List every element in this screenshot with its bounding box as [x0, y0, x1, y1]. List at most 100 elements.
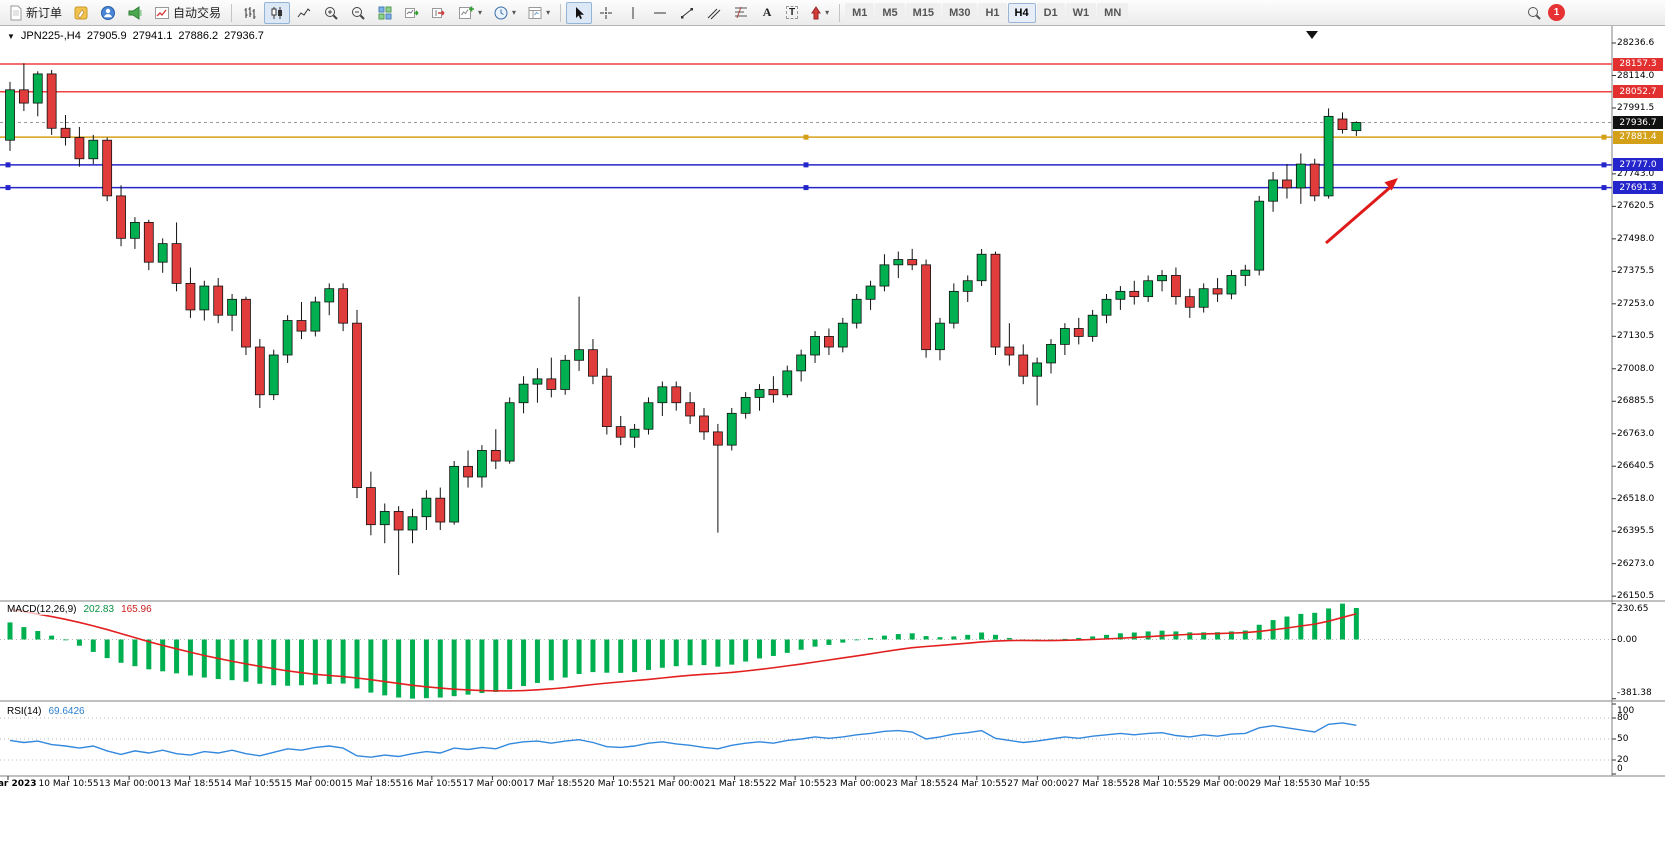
- chart-shift-icon: [432, 7, 445, 18]
- one-click-trading-expander-icon[interactable]: ▼: [7, 31, 15, 41]
- toolbar: 新订单 自动交易: [0, 0, 1665, 26]
- chart-shift-marker[interactable]: [1306, 31, 1318, 39]
- macd-signal-value: 165.96: [121, 604, 152, 615]
- chart-title: ▼ JPN225-,H4 27905.9 27941.1 27886.2 279…: [7, 30, 264, 42]
- macd-histogram: [7, 603, 1359, 699]
- symbol-period-label: JPN225-,H4: [20, 30, 81, 42]
- chevron-down-icon: ▾: [512, 7, 517, 17]
- chart-canvas[interactable]: [0, 26, 1665, 845]
- candlestick-chart-button[interactable]: [264, 1, 291, 24]
- cursor-button[interactable]: [566, 1, 593, 24]
- text-icon: A: [762, 5, 772, 19]
- text-label-button[interactable]: T: [780, 2, 804, 24]
- cursor-icon: [576, 6, 585, 19]
- toolbar-separator: [231, 3, 233, 22]
- line-chart-icon: [297, 7, 311, 17]
- fibonacci-icon: [735, 6, 748, 18]
- tile-windows-button[interactable]: [372, 2, 398, 24]
- horizontal-level-lines[interactable]: [0, 63, 1612, 191]
- zoom-in-icon: [325, 6, 338, 20]
- arrow-shape-icon: [811, 5, 822, 19]
- chevron-down-icon: ▾: [478, 7, 483, 17]
- macd-name: MACD(12,26,9): [7, 604, 77, 615]
- candlestick-chart-icon: [271, 6, 283, 19]
- channel-button[interactable]: [701, 2, 727, 24]
- trendline-icon: [681, 7, 694, 18]
- search-button[interactable]: [1521, 2, 1547, 24]
- timeframe-button-M15[interactable]: M15: [905, 2, 942, 23]
- timeframe-button-MN[interactable]: MN: [1097, 2, 1129, 23]
- timeframe-button-H4[interactable]: H4: [1007, 2, 1036, 23]
- ohlc-low: 27886.2: [178, 30, 219, 42]
- line-chart-button[interactable]: [291, 2, 317, 24]
- bars-chart-icon: [244, 6, 256, 19]
- timeframe-button-M5[interactable]: M5: [875, 2, 905, 23]
- chevron-down-icon: ▾: [546, 7, 551, 17]
- macd-main-value: 202.83: [83, 604, 115, 615]
- new-order-doc-icon: [10, 5, 22, 20]
- autoscroll-icon: [405, 7, 419, 18]
- tile-windows-icon: [378, 6, 392, 19]
- autotrade-chart-icon: [155, 6, 170, 19]
- timeframe-toolbar: M1 M5 M15 M30 H1 H4 D1 W1 MN: [845, 2, 1129, 23]
- new-order-button[interactable]: 新订单: [4, 2, 67, 24]
- horizontal-line-icon: [654, 12, 667, 13]
- axis-ticks: [7, 42, 1616, 780]
- user-icon: [101, 5, 116, 20]
- pane-frames: [0, 26, 1665, 777]
- crosshair-icon: [600, 6, 613, 19]
- crosshair-button[interactable]: [593, 2, 619, 24]
- chart-shift-button[interactable]: [426, 2, 452, 24]
- chevron-down-icon: ▾: [825, 7, 830, 17]
- equidistant-channel-icon: [707, 8, 721, 19]
- autotrade-button[interactable]: 自动交易: [149, 2, 226, 24]
- ohlc-close: 27936.7: [224, 30, 264, 42]
- community-button[interactable]: [95, 2, 121, 24]
- clock-icon: [494, 6, 508, 19]
- vertical-line-icon: [632, 6, 634, 19]
- arrows-button[interactable]: ▾: [805, 2, 834, 24]
- timeframe-button-M1[interactable]: M1: [845, 2, 875, 23]
- timeframe-button-D1[interactable]: D1: [1036, 2, 1065, 23]
- toolbar-separator: [560, 3, 562, 22]
- fibonacci-button[interactable]: [728, 2, 754, 24]
- timeframe-button-M30[interactable]: M30: [942, 2, 978, 23]
- ohlc-open: 27905.9: [86, 30, 127, 42]
- vertical-line-button[interactable]: [620, 2, 646, 24]
- chart-window: ▼ JPN225-,H4 27905.9 27941.1 27886.2 279…: [0, 26, 1665, 845]
- trendline-button[interactable]: [674, 2, 700, 24]
- ohlc-high: 27941.1: [132, 30, 173, 42]
- zoom-in-button[interactable]: [318, 2, 344, 24]
- new-chart-icon: [459, 6, 475, 19]
- timeframe-button-H1[interactable]: H1: [978, 2, 1007, 23]
- rsi-name: RSI(14): [7, 706, 42, 717]
- zoom-out-button[interactable]: [345, 2, 371, 24]
- arrow-annotation[interactable]: [1325, 178, 1398, 245]
- bar-chart-button[interactable]: [237, 2, 263, 24]
- autotrade-label: 自动交易: [173, 6, 222, 20]
- periods-button[interactable]: ▾: [488, 2, 521, 24]
- timeframe-button-W1[interactable]: W1: [1065, 2, 1097, 23]
- text-label-icon: T: [786, 6, 799, 19]
- toolbar-separator: [839, 3, 841, 22]
- rsi-value: 69.6426: [48, 706, 85, 717]
- candles: [5, 63, 1362, 576]
- rsi-indicator-label: RSI(14) 69.6426: [5, 706, 87, 717]
- templates-button[interactable]: ▾: [522, 2, 555, 24]
- autoscroll-button[interactable]: [399, 2, 425, 24]
- indicator-gridlines: [0, 639, 1612, 761]
- news-button[interactable]: [122, 2, 148, 24]
- zoom-out-icon: [352, 6, 365, 20]
- search-icon: [1528, 6, 1541, 20]
- text-tool-button[interactable]: A: [755, 2, 779, 24]
- metaeditor-button[interactable]: [68, 2, 94, 24]
- rsi-line: [9, 722, 1357, 758]
- template-icon: [528, 6, 542, 19]
- macd-indicator-label: MACD(12,26,9) 202.83 165.96: [5, 604, 154, 615]
- horizontal-line-button[interactable]: [647, 2, 673, 24]
- new-order-label: 新订单: [26, 6, 63, 20]
- notification-badge[interactable]: 1: [1548, 4, 1565, 21]
- new-chart-button[interactable]: ▾: [453, 2, 487, 24]
- metaeditor-icon: [74, 6, 88, 19]
